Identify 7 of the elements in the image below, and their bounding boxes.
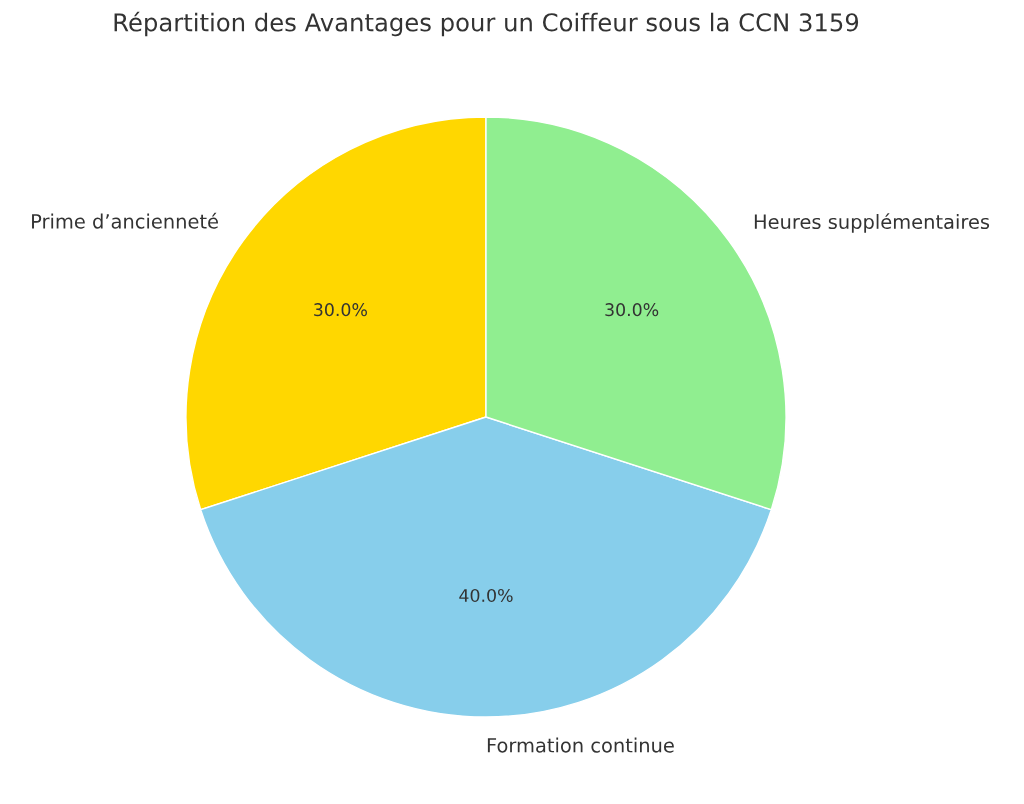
slice-label: Prime d’ancienneté xyxy=(32,212,218,229)
data-label: 30.0% xyxy=(314,303,367,317)
chart-title: Répartition des Avantages pour un Coiffeur sous la CCN 3159 xyxy=(114,11,859,37)
data-label: 40.0% xyxy=(459,588,513,603)
slice-label: Heures supplémentaires xyxy=(754,213,990,233)
data-label: 30.0% xyxy=(605,303,659,317)
slice-label: Formation continue xyxy=(487,737,674,753)
